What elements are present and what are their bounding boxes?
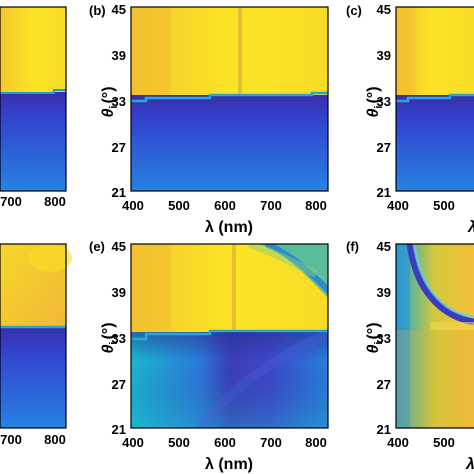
y-tick-label: 45 (112, 239, 126, 254)
x-tick-label: 400 (122, 435, 144, 450)
y-axis-label: θi(°) (100, 322, 120, 353)
y-axis-label: θi(°) (100, 86, 120, 117)
panel-b: (b) 45 39 33 27 21 400 500 600 700 800 λ… (89, 2, 329, 236)
y-tick-label: 27 (377, 140, 391, 155)
resonance-band (258, 244, 328, 298)
y-tick-label: 39 (377, 285, 391, 300)
y-tick-label: 27 (112, 377, 126, 392)
y-tick-label: 21 (112, 185, 126, 200)
x-tick-label: 600 (214, 198, 236, 213)
panel-label: (b) (89, 3, 106, 18)
axes-frame (395, 6, 474, 192)
y-tick-label: 27 (112, 140, 126, 155)
x-tick-label: 400 (387, 198, 409, 213)
x-axis-label: λ (nm) (205, 219, 253, 236)
x-tick-label: 700 (0, 194, 22, 209)
heatmap-region-high (396, 7, 474, 95)
axes-frame (0, 243, 67, 429)
x-tick-label: 400 (122, 198, 144, 213)
y-tick-label: 39 (112, 285, 126, 300)
x-tick-label: 700 (260, 435, 282, 450)
heatmap-region-low (0, 326, 66, 428)
heatmap-region-low (0, 92, 66, 191)
y-tick-label: 33 (377, 331, 391, 346)
panel-label: (e) (89, 239, 105, 254)
y-axis-label: θi(°) (365, 322, 385, 353)
y-tick-label: 45 (377, 239, 391, 254)
heatmap-region-high (131, 7, 328, 95)
axes-frame (395, 243, 474, 429)
panel-c: (c) 45 39 33 27 21 400 500 λ θi(°) (346, 2, 474, 236)
x-tick-label: 800 (305, 198, 327, 213)
x-tick-label: 600 (214, 435, 236, 450)
y-tick-label: 21 (112, 422, 126, 437)
y-tick-label: 45 (112, 2, 126, 17)
axes-frame (0, 6, 67, 192)
y-tick-label: 21 (377, 185, 391, 200)
heatmap-region-high (0, 7, 66, 92)
y-axis-label: θi(°) (365, 86, 385, 117)
transition-edge (0, 89, 66, 94)
panel-d: 700 800 (0, 243, 72, 447)
y-tick-label: 33 (112, 94, 126, 109)
panel-label: (c) (346, 3, 362, 18)
x-tick-label: 700 (260, 198, 282, 213)
axes-frame (130, 6, 329, 192)
panel-e: (e) 45 39 33 27 21 400 500 600 700 800 λ… (89, 239, 329, 473)
heatmap-region-low (396, 95, 474, 191)
y-tick-label: 21 (377, 422, 391, 437)
axes-frame (130, 243, 329, 429)
x-axis-label: λ (nm) (205, 456, 253, 473)
transition-edge (131, 91, 328, 103)
heatmap-region-low (131, 95, 328, 191)
x-tick-label: 500 (433, 435, 455, 450)
y-tick-label: 33 (112, 331, 126, 346)
y-tick-label: 27 (377, 377, 391, 392)
x-tick-label: 500 (433, 198, 455, 213)
x-axis-label: λ (465, 456, 474, 473)
x-axis-label: λ (467, 219, 474, 236)
y-tick-label: 45 (377, 2, 391, 17)
x-tick-label: 500 (168, 198, 190, 213)
y-tick-label: 33 (377, 94, 391, 109)
x-tick-label: 400 (387, 435, 409, 450)
panel-f: (f) 45 39 33 27 21 400 500 λ θi(°) (346, 239, 474, 473)
transition-edge (131, 329, 328, 341)
panel-a: 700 800 (0, 6, 67, 209)
transition-edge (396, 93, 474, 103)
y-tick-label: 39 (377, 48, 391, 63)
x-tick-label: 800 (44, 194, 66, 209)
resonance-band (406, 244, 474, 326)
x-tick-label: 800 (44, 432, 66, 447)
x-tick-label: 500 (168, 435, 190, 450)
y-tick-label: 39 (112, 48, 126, 63)
x-tick-label: 700 (0, 432, 22, 447)
x-tick-label: 800 (305, 435, 327, 450)
panel-label: (f) (346, 239, 359, 254)
